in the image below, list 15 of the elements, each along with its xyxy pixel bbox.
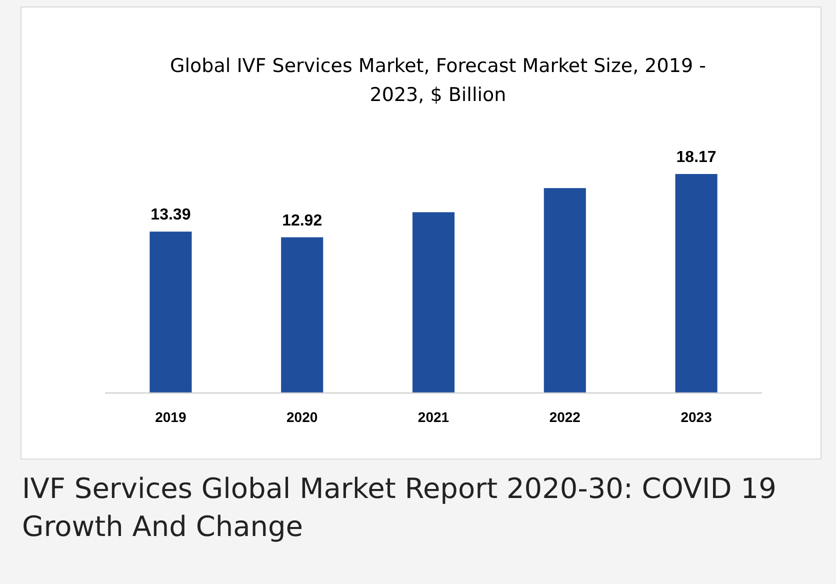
x-tick-label: 2021 bbox=[418, 409, 450, 425]
x-tick-label: 2023 bbox=[680, 409, 712, 425]
data-label: 13.39 bbox=[150, 206, 191, 224]
x-tick-label: 2022 bbox=[549, 409, 581, 425]
chart-title: Global IVF Services Market, Forecast Market Size, 2019 - 2023, $ Billion bbox=[170, 55, 706, 106]
bar bbox=[675, 174, 718, 393]
text: IVF Services Global Market Report 2020-30: COVID 19 Growth And Change bbox=[22, 472, 776, 543]
bar bbox=[281, 237, 324, 393]
x-tick-label: 2019 bbox=[155, 409, 186, 425]
data-label: 18.17 bbox=[676, 149, 716, 166]
bar bbox=[412, 212, 455, 393]
bar bbox=[150, 232, 192, 393]
data-label: 12.92 bbox=[282, 212, 322, 230]
bar bbox=[544, 188, 586, 393]
x-tick-label: 2020 bbox=[286, 409, 318, 425]
